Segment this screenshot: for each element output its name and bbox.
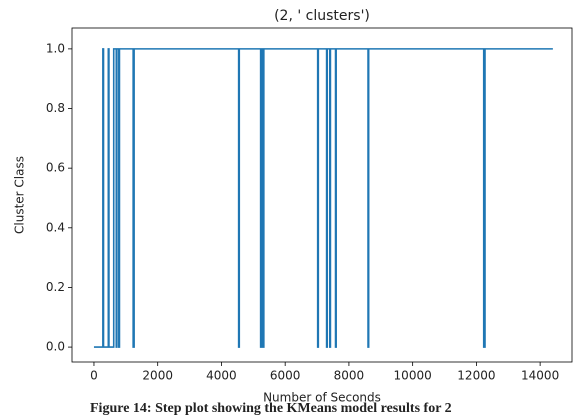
x-tick-label: 12000: [457, 369, 495, 383]
y-tick-label: 0.0: [46, 340, 65, 354]
x-tick-label: 10000: [394, 369, 432, 383]
x-axis-label: Number of Seconds: [263, 391, 381, 405]
chart-title: (2, ' clusters'): [274, 8, 370, 24]
x-tick-label: 6000: [270, 369, 301, 383]
x-tick-label: 4000: [206, 369, 237, 383]
y-tick-label: 0.8: [46, 101, 65, 115]
y-tick-label: 0.4: [46, 220, 65, 234]
plot-frame: [71, 27, 573, 363]
y-axis-label: Cluster Class: [13, 156, 27, 234]
y-tick-label: 1.0: [46, 41, 65, 55]
x-tick-label: 8000: [334, 369, 365, 383]
caption: Figure 14: Step plot showing the KMeans …: [90, 401, 452, 416]
x-tick-label: 0: [90, 369, 98, 383]
y-tick-label: 0.6: [46, 161, 65, 175]
line: [93, 48, 553, 348]
y-tick-label: 0.2: [46, 280, 65, 294]
x-tick-label: 2000: [142, 369, 173, 383]
x-tick-label: 14000: [521, 369, 559, 383]
